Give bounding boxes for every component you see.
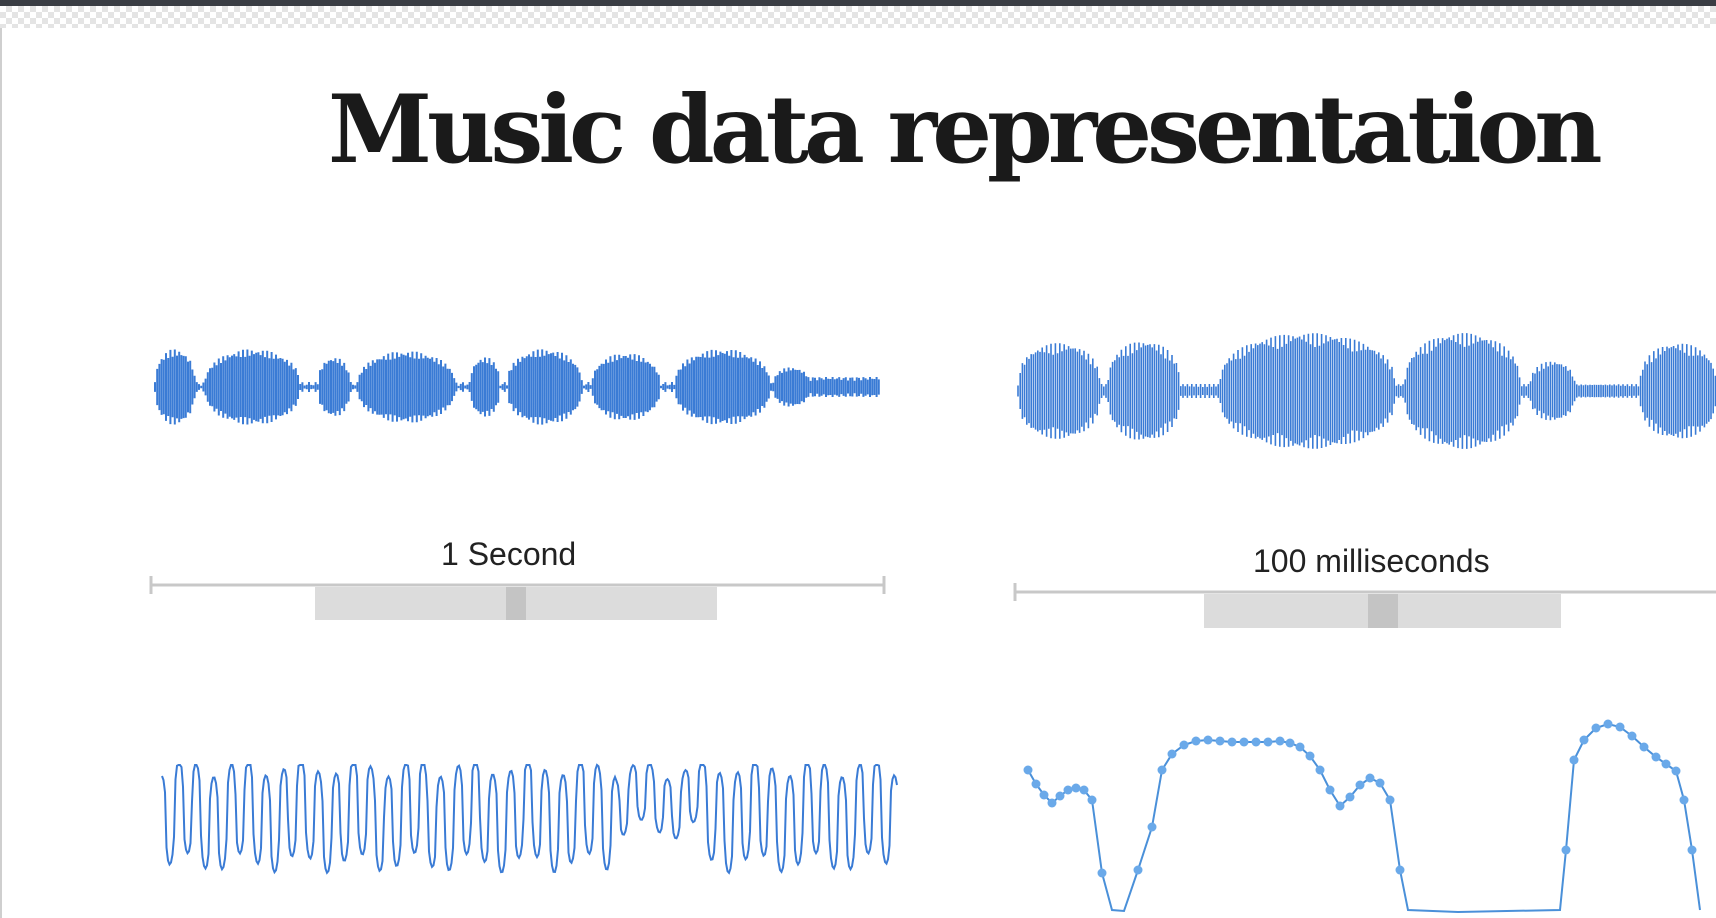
sample-point (1661, 759, 1671, 769)
sample-point (1215, 736, 1225, 746)
sample-point (1671, 766, 1681, 776)
zoom-window-center-100-milliseconds (1368, 594, 1398, 628)
sample-point (1133, 865, 1143, 875)
sample-point (1627, 731, 1637, 741)
sample-point (1147, 822, 1157, 832)
sample-point (1079, 785, 1089, 795)
sample-point (1375, 778, 1385, 788)
sample-point (1055, 791, 1065, 801)
sample-point (1263, 737, 1273, 747)
sample-point (1395, 865, 1405, 875)
sample-point (1191, 736, 1201, 746)
sample-point (1275, 736, 1285, 746)
scale-label-100-milliseconds: 100 milliseconds (1253, 543, 1490, 579)
sample-point (1591, 723, 1601, 733)
sample-point (1569, 755, 1579, 765)
sample-point (1039, 790, 1049, 800)
transparency-checker-strip (0, 6, 1716, 28)
zoom-window-center-1-second (506, 587, 526, 620)
window-top-bar (0, 0, 1716, 6)
sample-point (1179, 740, 1189, 750)
sample-point (1561, 845, 1571, 855)
sample-point (1087, 795, 1097, 805)
sample-point (1315, 765, 1325, 775)
sample-point (1365, 773, 1375, 783)
sample-point (1239, 737, 1249, 747)
sample-point (1651, 752, 1661, 762)
sample-point (1355, 780, 1365, 790)
sample-point (1295, 742, 1305, 752)
scale-bar-1-second (149, 576, 886, 620)
sample-point (1203, 735, 1213, 745)
sample-point (1639, 742, 1649, 752)
sampled-points-line (1023, 719, 1701, 914)
sample-waveform-line (161, 763, 898, 875)
sample-point (1157, 765, 1167, 775)
sample-point (1679, 795, 1689, 805)
sample-point (1047, 798, 1057, 808)
sample-point (1031, 779, 1041, 789)
sample-point (1385, 795, 1395, 805)
sample-point (1227, 737, 1237, 747)
sample-point (1097, 868, 1107, 878)
sample-point (1615, 722, 1625, 732)
sample-point (1167, 749, 1177, 759)
sample-point (1023, 765, 1033, 775)
scale-bar-100-milliseconds (1013, 583, 1716, 628)
waveform-100-milliseconds (1017, 333, 1716, 449)
sample-point (1687, 845, 1697, 855)
waveform-1-second (154, 349, 880, 425)
sample-point (1579, 735, 1589, 745)
sample-point (1603, 719, 1613, 729)
sample-point (1251, 737, 1261, 747)
page-title: Music data representation (328, 75, 1603, 185)
sample-point (1285, 738, 1295, 748)
scale-label-1-second: 1 Second (441, 536, 577, 572)
sample-point (1063, 785, 1073, 795)
sample-point (1071, 783, 1081, 793)
sample-point (1335, 801, 1345, 811)
left-border (0, 28, 2, 918)
sample-point (1305, 751, 1315, 761)
sample-point (1345, 792, 1355, 802)
sample-point (1325, 785, 1335, 795)
